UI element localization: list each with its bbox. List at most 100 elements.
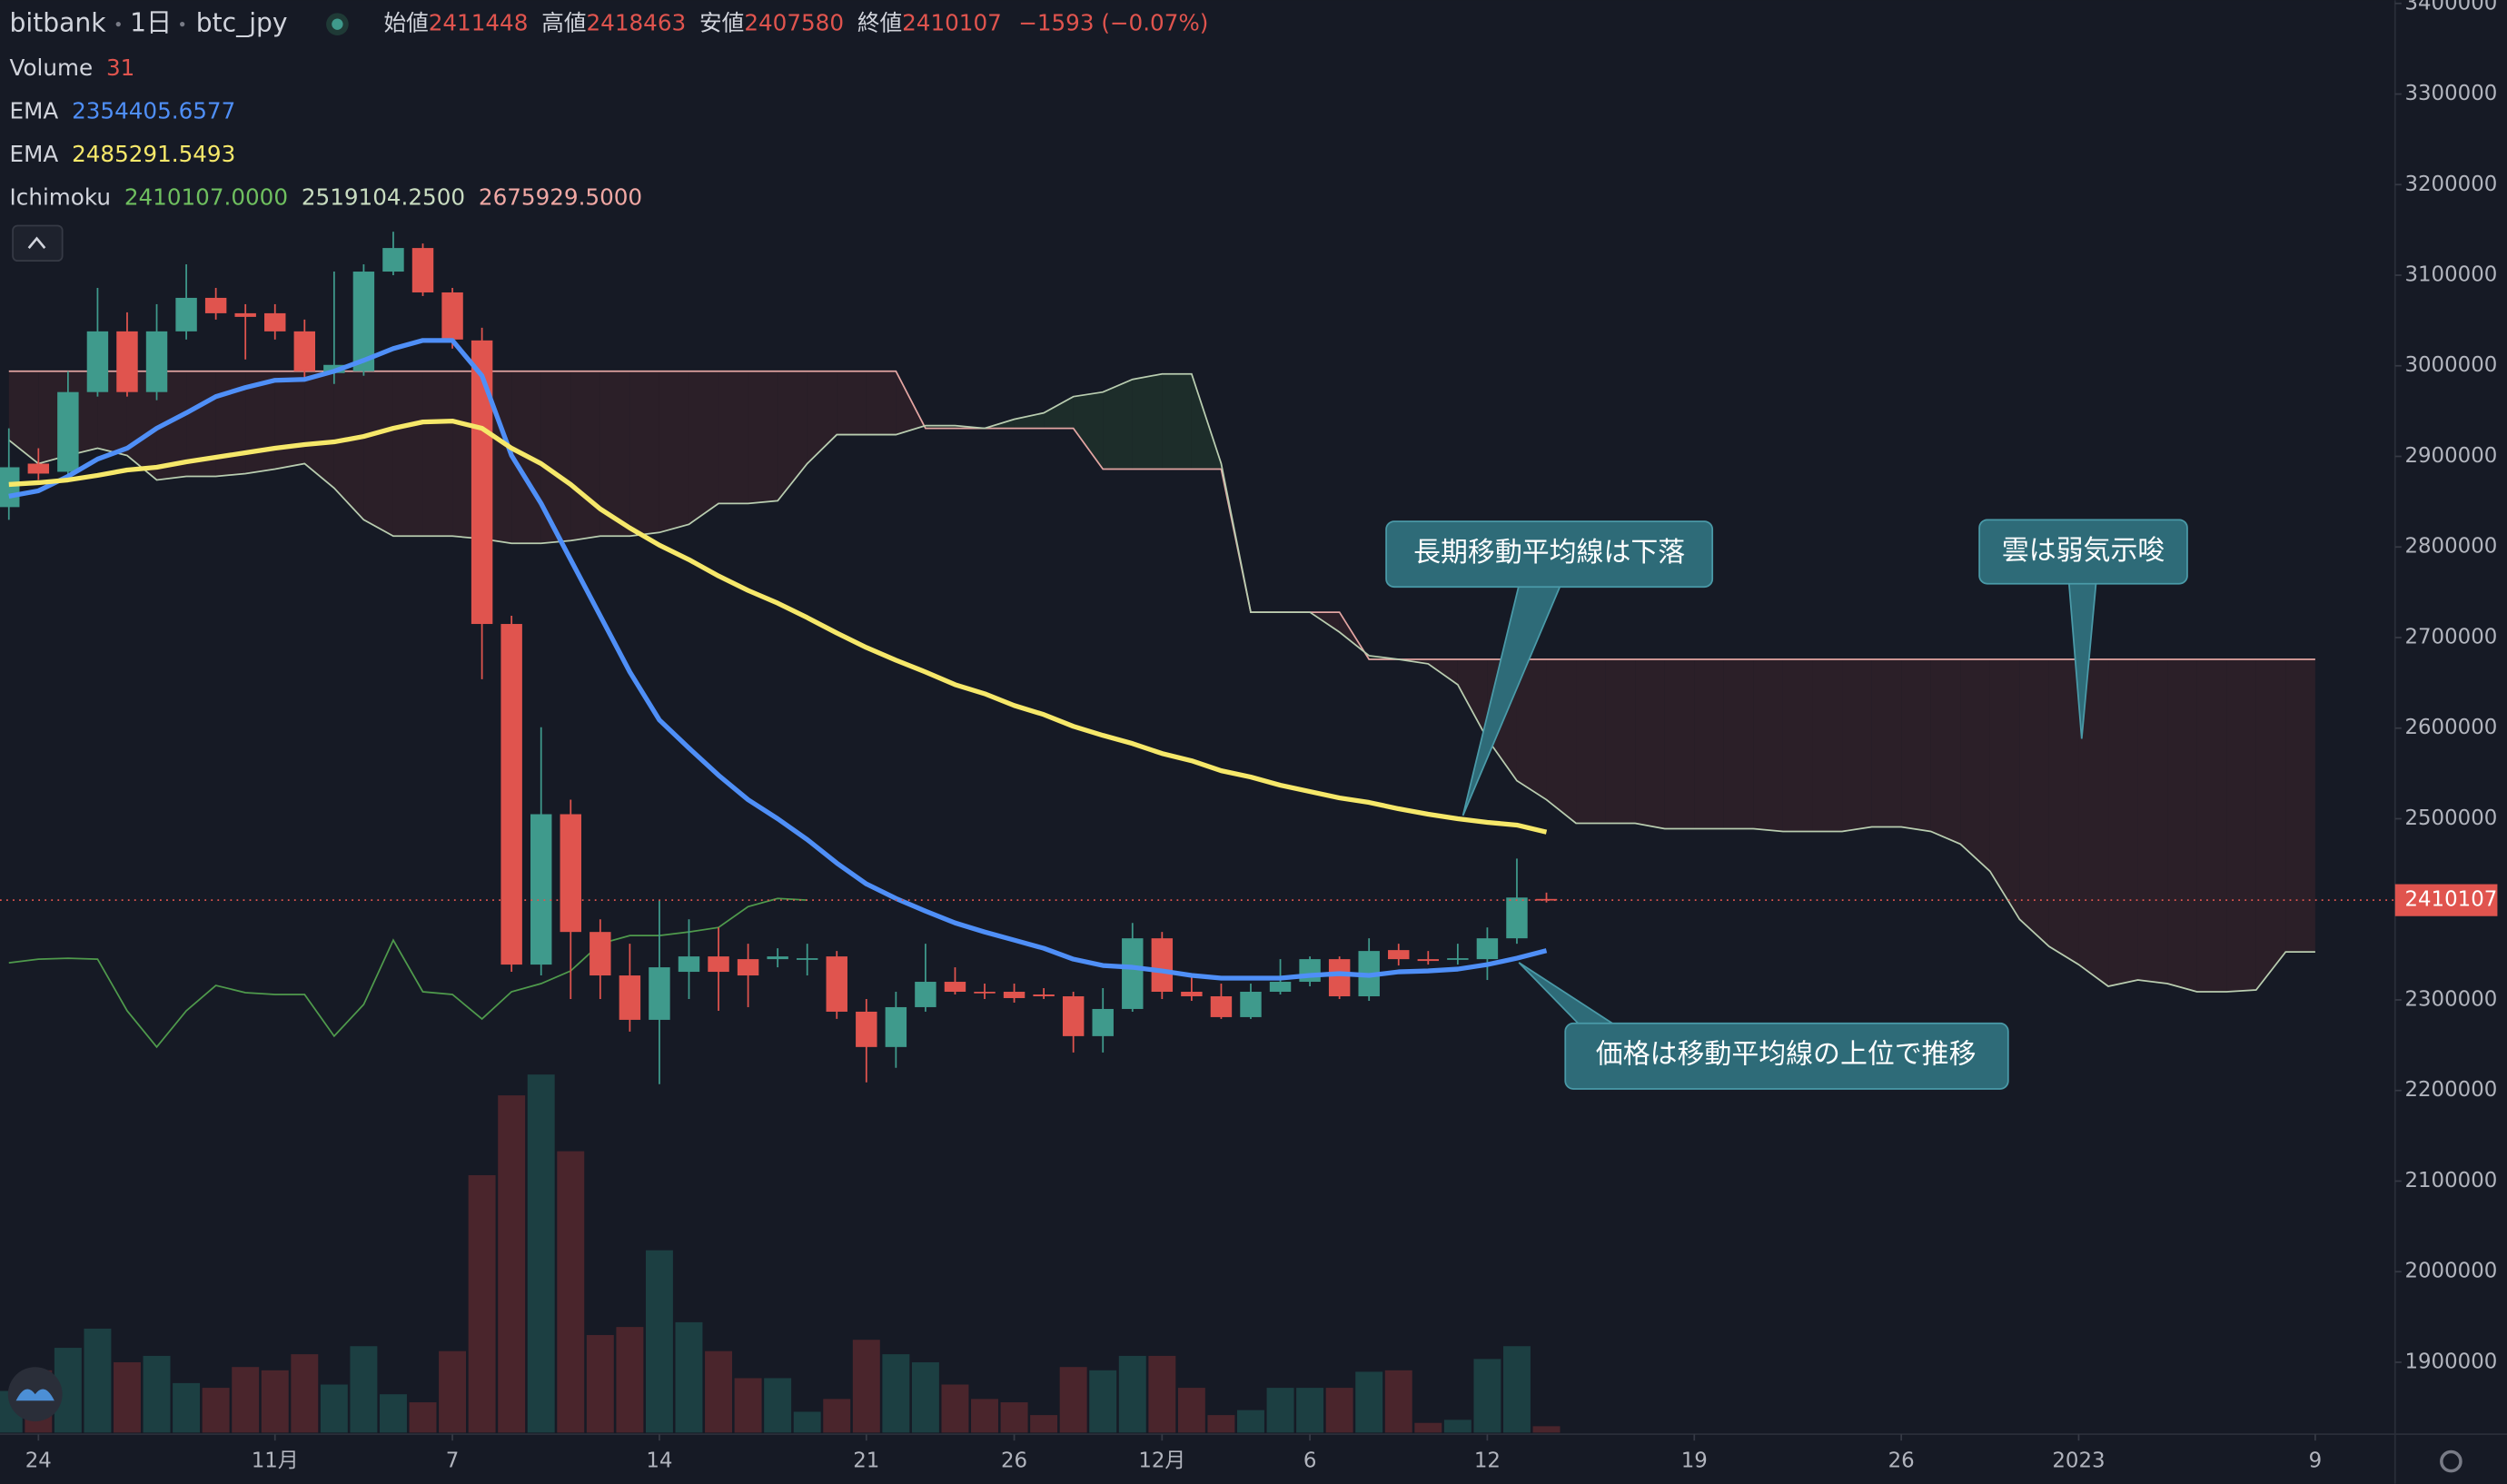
cloud-fill [156, 371, 187, 480]
candle-body [1122, 938, 1144, 1009]
settings-icon[interactable] [2440, 1449, 2462, 1473]
y-tick-label: 1900000 [2404, 1350, 2497, 1373]
cloud-fill [1014, 412, 1045, 429]
candle-body [678, 956, 700, 973]
high-value: 2418463 [587, 10, 687, 36]
cloud-fill [1073, 391, 1104, 470]
volume-bar [616, 1327, 644, 1433]
ichimoku-value: 2675929.5000 [479, 184, 642, 211]
volume-bar [1325, 1388, 1353, 1433]
y-tick-label: 2700000 [2404, 625, 2497, 648]
volume-bar [764, 1378, 792, 1433]
candle-body [145, 331, 168, 392]
cloud-fill [778, 371, 808, 501]
cloud-fill [1546, 659, 1577, 824]
cloud-fill [1960, 659, 1990, 872]
x-tick-label: 24 [25, 1449, 52, 1473]
separator [180, 22, 185, 27]
candle-body [737, 959, 759, 976]
plot-area [0, 232, 2395, 1433]
collapse-button[interactable] [12, 224, 64, 262]
callout-box [1564, 1022, 2009, 1090]
low-value: 2407580 [744, 10, 844, 36]
volume-bar [705, 1350, 733, 1433]
volume-bar [1118, 1355, 1146, 1433]
volume-bar [793, 1411, 821, 1433]
cloud-fill [1428, 659, 1458, 685]
cloud-fill [215, 371, 246, 477]
cloud-fill [1753, 659, 1783, 832]
candle-body [560, 814, 581, 933]
volume-bar [1355, 1371, 1383, 1433]
candle-body [116, 331, 138, 392]
y-tick-label: 2500000 [2404, 806, 2497, 830]
volume-bar [1296, 1388, 1324, 1433]
volume-bar [173, 1382, 201, 1433]
volume-bar [1148, 1355, 1176, 1433]
y-tick-label: 3400000 [2404, 0, 2497, 15]
y-tick-label: 3100000 [2404, 263, 2497, 287]
x-tick-label: 9 [2309, 1449, 2323, 1473]
open-value: 2411448 [429, 10, 529, 36]
x-tick-label: 26 [1888, 1449, 1915, 1473]
volume-bar [232, 1367, 260, 1433]
volume-bar [971, 1399, 998, 1433]
cloud-fill [1871, 659, 1902, 827]
y-tick-label: 3200000 [2404, 173, 2497, 196]
span-b-line [8, 370, 2315, 660]
candle-body [796, 958, 818, 960]
y-tick-label: 2600000 [2404, 716, 2497, 739]
y-tick-label: 2000000 [2404, 1260, 2497, 1283]
x-tick-label: 21 [853, 1449, 879, 1473]
candle-body [352, 272, 375, 371]
ema-value: 2354405.6577 [72, 97, 235, 124]
candle-body [619, 975, 641, 1020]
legend-line: bitbank 1日 btc_jpy [10, 8, 288, 38]
x-tick-label: 12 [1474, 1449, 1501, 1473]
cloud-fill [1842, 659, 1872, 832]
candle-body [0, 467, 20, 508]
volume-bar [941, 1384, 969, 1433]
y-tick-label: 3300000 [2404, 82, 2497, 105]
open-label: 始値 [383, 10, 428, 36]
volume-bar [498, 1095, 526, 1433]
cloud-fill [1930, 659, 1961, 845]
callout-text: 価格は移動平均線の上位で推移 [1596, 1039, 1977, 1071]
volume-bar [911, 1361, 939, 1433]
volume-bar [1237, 1410, 1264, 1433]
low-label: 安値 [699, 10, 744, 36]
volume-bar [114, 1361, 141, 1433]
ichimoku-label: Ichimoku [10, 184, 111, 211]
volume-label: Volume [10, 54, 94, 81]
volume-bar [675, 1321, 703, 1433]
symbol: bitbank [10, 8, 107, 38]
candle-body [1269, 982, 1292, 993]
cloud-fill [1989, 659, 2020, 920]
cloud-fill [1635, 659, 1665, 829]
volume-bar [291, 1354, 319, 1433]
volume-bar [1000, 1402, 1028, 1433]
volume-bar [1089, 1370, 1117, 1433]
cloud-fill [689, 371, 719, 525]
ema-value: 2485291.5493 [72, 141, 235, 167]
cloud-fill [97, 371, 127, 456]
ichimoku-legend: Ichimoku 2410107.0000 2519104.2500 26759… [10, 184, 643, 211]
cloud-fill [2255, 659, 2286, 991]
cloud-fill [2285, 659, 2315, 953]
close-label: 終値 [857, 10, 902, 36]
cloud-fill [1812, 659, 1843, 832]
volume-bar [1059, 1367, 1087, 1433]
close-value: 2410107 [902, 10, 1002, 36]
volume-bar [1207, 1415, 1235, 1433]
y-tick-label: 2100000 [2404, 1169, 2497, 1192]
candle-body [530, 814, 552, 965]
candle-body [1506, 897, 1528, 939]
cloud-fill [807, 371, 837, 464]
last-price-label: 2410107 [2404, 888, 2497, 912]
callout-box [1978, 519, 2188, 585]
cloud-fill [837, 371, 867, 435]
candle-body [234, 312, 256, 317]
cloud-fill [1694, 659, 1724, 829]
candle-body [1092, 1008, 1114, 1036]
